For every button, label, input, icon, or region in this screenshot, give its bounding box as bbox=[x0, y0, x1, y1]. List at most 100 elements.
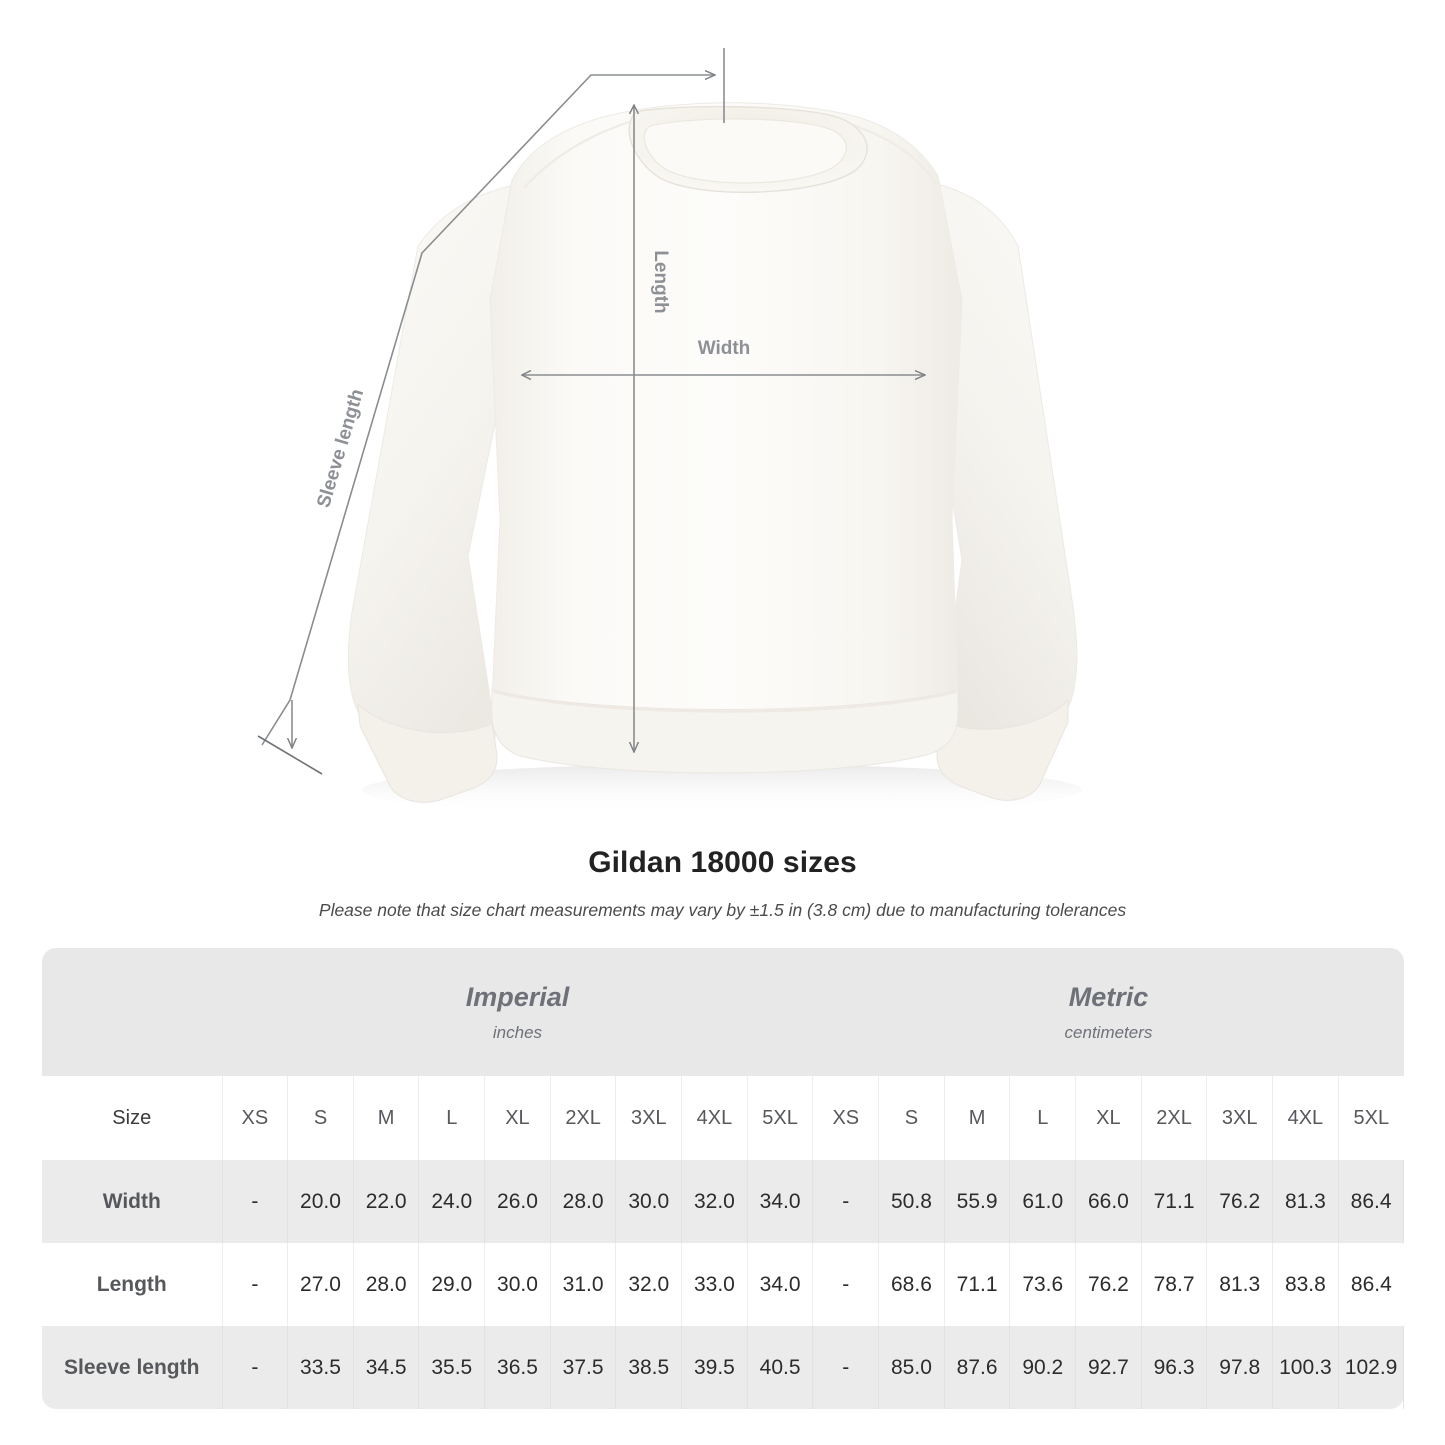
measurement-cell: 34.0 bbox=[747, 1243, 814, 1326]
measurement-cell: 24.0 bbox=[418, 1160, 486, 1243]
measurement-cell: 31.0 bbox=[550, 1243, 617, 1326]
left-shoulder-seam bbox=[523, 116, 643, 189]
sweatshirt-body bbox=[489, 102, 963, 772]
measurement-cell: - bbox=[222, 1243, 289, 1326]
measurement-cell: 102.9 bbox=[1338, 1326, 1405, 1409]
measurement-cell: 97.8 bbox=[1206, 1326, 1274, 1409]
measurement-cell: - bbox=[222, 1160, 289, 1243]
measurement-cell: - bbox=[812, 1160, 880, 1243]
row-label-length: Length bbox=[42, 1243, 223, 1326]
size-header-cell: M bbox=[353, 1076, 420, 1160]
measurement-cell: 28.0 bbox=[353, 1243, 420, 1326]
table-row: Sleeve length -33.5 34.5 35.5 36.5 37.5 38.5 39… bbox=[42, 1326, 1405, 1409]
measurement-cell: 66.0 bbox=[1075, 1160, 1142, 1243]
size-header-cell: XL bbox=[484, 1076, 551, 1160]
measurement-cell: 32.0 bbox=[681, 1160, 748, 1243]
size-header-cell: 5XL bbox=[1338, 1076, 1404, 1160]
measurement-cell: 30.0 bbox=[615, 1160, 683, 1243]
size-header-cell: 2XL bbox=[550, 1076, 617, 1160]
measurement-cell: 76.2 bbox=[1075, 1243, 1142, 1326]
measurement-cell: - bbox=[812, 1326, 880, 1409]
width-guide: Width bbox=[522, 338, 925, 375]
measurement-cell: 86.4 bbox=[1338, 1243, 1404, 1326]
measurement-cell: 100.3 bbox=[1272, 1326, 1339, 1409]
measurement-cell: 33.5 bbox=[287, 1326, 354, 1409]
hem-seam bbox=[493, 690, 957, 713]
size-header-cell: 3XL bbox=[615, 1076, 683, 1160]
measurement-cell: 71.1 bbox=[944, 1243, 1011, 1326]
unit-subtitle: centimeters bbox=[1064, 1022, 1153, 1042]
measurement-cell: 76.2 bbox=[1206, 1160, 1274, 1243]
sweatshirt-diagram: Sleeve length Length Width bbox=[257, 48, 1082, 816]
measurement-cell: 34.0 bbox=[747, 1160, 814, 1243]
measurement-cell: 50.8 bbox=[878, 1160, 945, 1243]
measurement-cell: 81.3 bbox=[1272, 1160, 1339, 1243]
size-header-cell: 2XL bbox=[1141, 1076, 1208, 1160]
collar-inner bbox=[643, 118, 847, 184]
row-label-sleeve-length: Sleeve length bbox=[42, 1326, 223, 1409]
size-chart-table-wrapper: Imperial inches Metric centimeters Size XS S M L… bbox=[42, 948, 1405, 1409]
measurement-cell: 87.6 bbox=[944, 1326, 1011, 1409]
measurement-cell: 83.8 bbox=[1272, 1243, 1339, 1326]
measurement-cell: 22.0 bbox=[353, 1160, 420, 1243]
unit-header-metric: Metric centimeters bbox=[812, 948, 1404, 1076]
unit-subtitle: inches bbox=[492, 1022, 543, 1042]
measurement-cell: 40.5 bbox=[747, 1326, 814, 1409]
measurement-cell: 90.2 bbox=[1009, 1326, 1077, 1409]
unit-banner-row: Imperial inches Metric centimeters bbox=[42, 948, 1404, 1076]
measurement-cell: 33.0 bbox=[681, 1243, 748, 1326]
measurement-cell: 92.7 bbox=[1075, 1326, 1142, 1409]
measurement-cell: 73.6 bbox=[1009, 1243, 1077, 1326]
measurement-cell: 26.0 bbox=[484, 1160, 551, 1243]
measurement-cell: 55.9 bbox=[944, 1160, 1011, 1243]
unit-name: Imperial bbox=[465, 981, 570, 1012]
measurement-cell: 30.0 bbox=[484, 1243, 551, 1326]
size-header-cell: XL bbox=[1075, 1076, 1142, 1160]
width-label: Width bbox=[698, 338, 751, 359]
sleeve-length-label: Sleeve length bbox=[313, 387, 368, 510]
measurement-cell: 37.5 bbox=[550, 1326, 617, 1409]
unit-banner-spacer bbox=[42, 948, 222, 1076]
size-header-cell: L bbox=[418, 1076, 486, 1160]
measurement-cell: 29.0 bbox=[418, 1243, 486, 1326]
length-label: Length bbox=[650, 250, 671, 313]
table-row: Length -27.0 28.0 29.0 30.0 31.0 32.0 33.0 34.0-… bbox=[42, 1243, 1404, 1326]
unit-name: Metric bbox=[1068, 981, 1149, 1012]
page-title: Gildan 18000 sizes bbox=[588, 846, 857, 879]
unit-header-imperial: Imperial inches bbox=[222, 948, 813, 1076]
right-cuff bbox=[936, 698, 1069, 801]
size-header-cell: M bbox=[944, 1076, 1011, 1160]
measurement-cell: 78.7 bbox=[1141, 1243, 1208, 1326]
measurement-cell: 61.0 bbox=[1009, 1160, 1077, 1243]
bottom-hem-rib bbox=[491, 689, 959, 774]
size-header-cell: 5XL bbox=[747, 1076, 814, 1160]
size-header-cell: 4XL bbox=[681, 1076, 748, 1160]
garment-shadow bbox=[362, 764, 1082, 816]
table-row: Width -20.0 22.0 24.0 26.0 28.0 30.0 32.0 34.0-5… bbox=[42, 1160, 1405, 1243]
size-header-cell: 4XL bbox=[1272, 1076, 1339, 1160]
size-chart-table: Imperial inches Metric centimeters Size XS S M L… bbox=[42, 948, 1405, 1409]
measurement-cell: 39.5 bbox=[681, 1326, 748, 1409]
measurement-cell: 38.5 bbox=[615, 1326, 683, 1409]
measurement-cell: 35.5 bbox=[418, 1326, 486, 1409]
measurement-cell: 68.6 bbox=[878, 1243, 945, 1326]
size-header-cell: S bbox=[287, 1076, 354, 1160]
measurement-cell: 34.5 bbox=[353, 1326, 420, 1409]
size-header-cell: 3XL bbox=[1206, 1076, 1274, 1160]
measurement-cell: 27.0 bbox=[287, 1243, 354, 1326]
column-header-size: Size bbox=[42, 1076, 223, 1160]
measurement-cell: 96.3 bbox=[1141, 1326, 1208, 1409]
title-block: Gildan 18000 sizes Please note that size… bbox=[0, 845, 1445, 922]
measurement-cell: - bbox=[812, 1243, 880, 1326]
size-header-row: Size XS S M L XL 2XL 3XL 4XL 5XL XS S M L XL 2XL 3XL 4XL 5… bbox=[42, 1076, 1404, 1160]
measurement-cell: 28.0 bbox=[550, 1160, 617, 1243]
length-guide: Length bbox=[634, 105, 671, 752]
measurement-cell: 86.4 bbox=[1338, 1160, 1405, 1243]
measurement-cell: 32.0 bbox=[615, 1243, 683, 1326]
tolerance-note: Please note that size chart measurements… bbox=[318, 900, 1127, 920]
measurement-cell: 81.3 bbox=[1206, 1243, 1274, 1326]
row-label-width: Width bbox=[42, 1160, 223, 1243]
measurement-cell: - bbox=[222, 1326, 289, 1409]
garment-illustration: Sleeve length Length Width bbox=[257, 48, 1082, 816]
size-header-cell: XS bbox=[812, 1076, 880, 1160]
